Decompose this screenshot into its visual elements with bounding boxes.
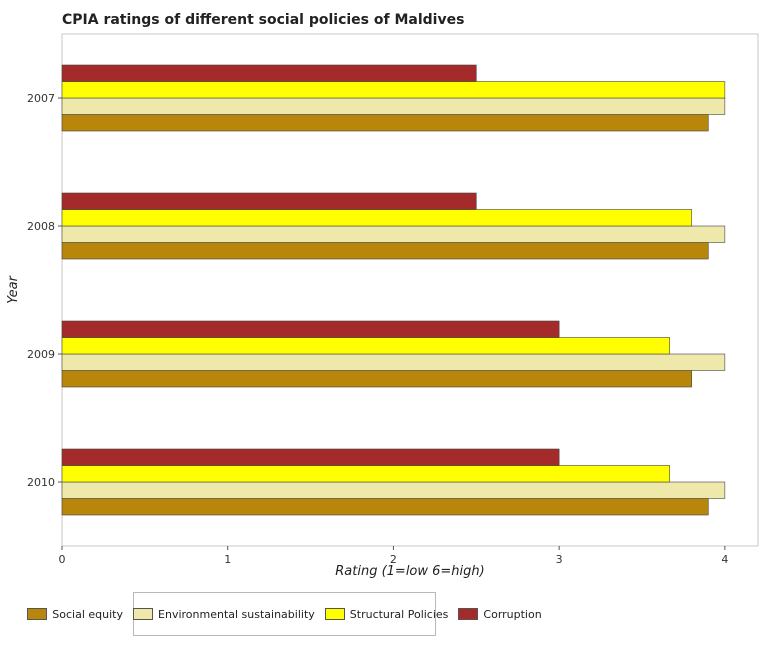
bar-2008-environmental-sustainability [61, 225, 726, 243]
y-tick-label: 2008 [27, 220, 55, 233]
bar-2010-structural-policies [61, 465, 670, 483]
legend-label: Environmental sustainability [158, 607, 315, 621]
bar-2008-structural-policies [61, 209, 693, 227]
bar-2009-structural-policies [61, 337, 670, 355]
y-tick-label: 2007 [27, 92, 55, 105]
legend-label: Social equity [52, 607, 124, 621]
legend: Social equity Environmental sustainabilit… [27, 592, 542, 636]
bar-2010-social-equity [61, 498, 709, 516]
x-tick-label: 0 [59, 553, 66, 566]
bar-2007-corruption [61, 64, 477, 82]
x-tick-label: 4 [721, 553, 728, 566]
x-axis-ticks: 0 1 2 3 4 [59, 546, 728, 566]
y-axis-label: Year [6, 274, 21, 303]
legend-item: Social equity [27, 608, 123, 621]
bar-2010-environmental-sustainability [61, 481, 726, 499]
legend-swatch [133, 608, 154, 620]
x-axis-label: Rating (1=low 6=high) [335, 564, 484, 579]
legend-swatch [458, 608, 479, 620]
bar-2009-corruption [61, 320, 560, 338]
legend-item: Environmental sustainability [133, 608, 315, 621]
legend-item: Corruption [458, 607, 542, 621]
legend-swatch [27, 608, 48, 620]
bar-2009-environmental-sustainability [61, 353, 726, 371]
x-tick-label: 1 [224, 553, 231, 566]
bar-2009-social-equity [61, 370, 693, 388]
y-tick-label: 2010 [27, 476, 55, 489]
bar-2008-social-equity [61, 242, 709, 260]
legend-label: Structural Policies [349, 607, 449, 621]
bar-2007-social-equity [61, 114, 709, 132]
y-axis-ticks: 2007 2008 2009 2010 [27, 92, 62, 489]
chart-title: CPIA ratings of different social policie… [62, 12, 464, 28]
bar-2007-environmental-sustainability [61, 97, 726, 115]
legend-label: Corruption [483, 607, 542, 621]
legend-swatch [324, 608, 345, 620]
legend-item: Structural Policies [324, 607, 449, 621]
bar-2007-structural-policies [61, 81, 726, 99]
x-tick-label: 3 [556, 553, 563, 566]
bar-2010-corruption [61, 448, 560, 466]
y-tick-label: 2009 [27, 348, 55, 361]
bars [61, 64, 726, 516]
bar-2008-corruption [61, 192, 477, 210]
x-tick-label: 2 [390, 553, 397, 566]
